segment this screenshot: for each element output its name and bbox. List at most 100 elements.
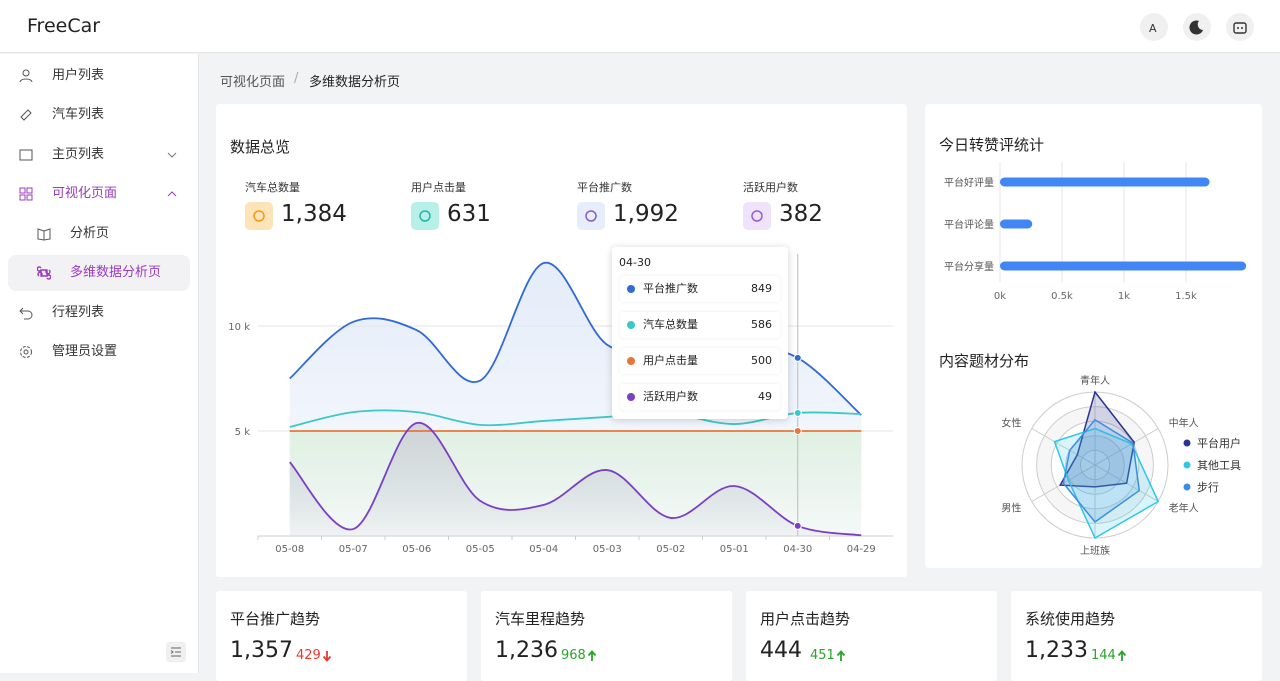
side-card: 今日转赞评统计 0k 0.5k 1k 1.5k 平台好评量 平台评论量 平台分享量 内容题材分… (925, 104, 1262, 568)
brand: FreeCar (27, 15, 101, 37)
card-value: 1,236 (495, 638, 558, 663)
legend-label: 其他工具 (1197, 459, 1241, 472)
menu-label: 主页列表 (52, 147, 105, 162)
stat-label: 汽车总数量 (245, 181, 300, 194)
stat-icon (743, 202, 771, 230)
menu-item[interactable]: 用户列表 (0, 58, 199, 94)
tooltip-name: 用户点击量 (643, 354, 698, 367)
trend-card: 用户点击趋势 444 451 (746, 591, 997, 681)
collapse-button[interactable] (166, 642, 186, 662)
tooltip-value: 586 (751, 318, 772, 331)
menu-item[interactable]: 管理员设置 (0, 334, 199, 370)
stat-value: 1,992 (613, 201, 679, 227)
menu-item[interactable]: 可视化页面 (0, 176, 199, 212)
x-tick-label: 05-07 (339, 544, 368, 555)
x-tick-label: 05-04 (529, 544, 558, 555)
bar (1000, 261, 1247, 271)
breadcrumb-item[interactable]: 可视化页面 (220, 75, 286, 90)
tooltip-row: 活跃用户数 49 (620, 384, 780, 410)
y-tick-label: 10 k (228, 322, 250, 333)
stat-icon (411, 202, 439, 230)
line (289, 409, 862, 428)
delta-arrow (587, 650, 597, 661)
stat-label: 活跃用户数 (743, 181, 798, 194)
stat-value: 631 (447, 201, 491, 227)
stat-label: 用户点击量 (411, 181, 466, 194)
bar (1000, 177, 1210, 187)
delta-arrow (1117, 650, 1127, 661)
sidebar: 用户列表 汽车列表 主页列表 可视化页面 分析页 多维数据分析页 行程列表 管理… (0, 54, 199, 673)
menu-item[interactable]: 多维数据分析页 (8, 255, 190, 291)
radar-label: 女性 (1001, 417, 1021, 430)
menu-label: 分析页 (70, 226, 110, 241)
menu-item[interactable]: 汽车列表 (0, 97, 199, 133)
translate-button[interactable]: A (1140, 13, 1168, 41)
menu-label: 汽车列表 (52, 107, 105, 122)
tooltip-value: 849 (751, 282, 772, 295)
radar-spoke (1031, 428, 1096, 466)
tooltip: 04-30 平台推广数 849 汽车总数量 586 用户点击量 500 活跃用户数 49 (612, 247, 788, 419)
card-title: 今日转赞评统计 (939, 136, 1044, 154)
area (289, 422, 862, 536)
overview-card: 数据总览 5 k 10 k 05-08 05-07 05-06 05-05 05-04 05-… (216, 104, 907, 577)
robot-button[interactable] (1226, 13, 1254, 41)
delta-arrow (836, 650, 846, 661)
legend-dot (1183, 483, 1191, 491)
breadcrumb-separator: / (294, 71, 299, 86)
card-value: 1,233 (1025, 638, 1088, 663)
hover-dot (793, 521, 802, 530)
x-tick-label: 0k (994, 291, 1006, 302)
theme-button[interactable] (1183, 13, 1211, 41)
tooltip-row: 平台推广数 849 (620, 276, 780, 302)
stat-icon (245, 202, 273, 230)
x-tick-label: 05-05 (466, 544, 495, 555)
trend-card: 平台推广趋势 1,357 429 (216, 591, 467, 681)
x-tick-label: 1k (1118, 291, 1130, 302)
radar-label: 老年人 (1169, 502, 1199, 515)
card-title: 内容题材分布 (939, 352, 1029, 370)
stat-label: 平台推广数 (577, 181, 632, 194)
stat-icon (577, 202, 605, 230)
x-tick-label: 05-03 (593, 544, 622, 555)
card-delta: 968 (561, 648, 586, 663)
y-tick-label: 5 k (235, 427, 251, 438)
card-delta: 144 (1091, 648, 1116, 663)
card-title: 系统使用趋势 (1025, 610, 1116, 628)
card-value: 1,357 (230, 638, 293, 663)
card-title: 数据总览 (230, 138, 291, 156)
tooltip-name: 活跃用户数 (643, 390, 698, 403)
x-tick-label: 04-30 (783, 544, 812, 555)
tooltip-value: 49 (758, 390, 772, 403)
x-tick-label: 05-06 (402, 544, 431, 555)
stat-value: 382 (779, 201, 823, 227)
tooltip-name: 汽车总数量 (643, 318, 698, 331)
legend-dot (627, 285, 635, 293)
radar-area (1062, 418, 1141, 523)
trend-chart: 5 k 10 k 05-08 05-07 05-06 05-05 05-04 05-03 05-… (228, 254, 893, 555)
menu-label: 用户列表 (52, 68, 105, 83)
tooltip-name: 平台推广数 (643, 282, 698, 295)
legend-dot (1183, 439, 1191, 447)
card-delta: 429 (296, 648, 321, 663)
x-tick-label: 04-29 (847, 544, 876, 555)
svg-text:A: A (1149, 22, 1157, 35)
menu-item[interactable]: 主页列表 (0, 137, 199, 173)
menu-item[interactable]: 行程列表 (0, 295, 199, 331)
stat-value: 1,384 (281, 201, 347, 227)
radar-spoke (1094, 428, 1159, 466)
x-tick-label: 1.5k (1175, 291, 1197, 302)
legend-dot (627, 393, 635, 401)
card-value: 444 (760, 638, 802, 663)
legend-dot (627, 357, 635, 365)
tooltip-row: 用户点击量 500 (620, 348, 780, 374)
x-tick-label: 05-08 (275, 544, 304, 555)
y-tick-label: 平台好评量 (944, 176, 994, 189)
card-title: 平台推广趋势 (230, 610, 321, 628)
x-tick-label: 0.5k (1051, 291, 1073, 302)
menu-item[interactable]: 分析页 (0, 216, 199, 252)
card-delta: 451 (810, 648, 835, 663)
legend-dot (1183, 461, 1191, 469)
